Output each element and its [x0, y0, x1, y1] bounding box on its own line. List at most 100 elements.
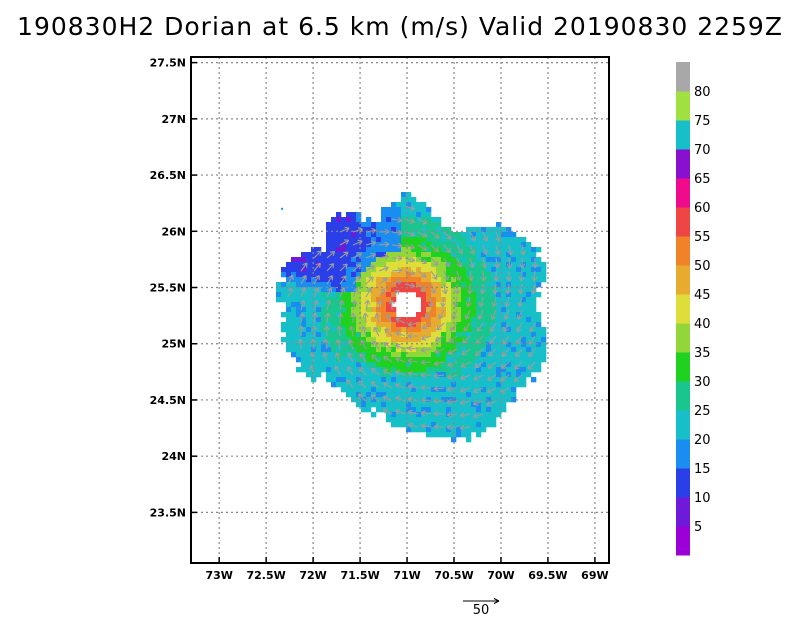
field-cell: [486, 307, 492, 313]
field-cell: [306, 322, 312, 328]
field-cell: [401, 317, 407, 323]
field-cell: [426, 282, 432, 288]
colorbar-label: 15: [694, 462, 711, 477]
field-cell: [451, 307, 457, 313]
field-cell: [446, 342, 452, 348]
field-cell: [426, 262, 432, 268]
field-cell: [291, 332, 297, 338]
field-cell: [531, 312, 537, 318]
field-cell: [521, 262, 527, 268]
field-cell: [291, 282, 297, 288]
field-cell: [501, 317, 507, 323]
field-cell: [306, 267, 312, 273]
field-cell: [451, 317, 457, 323]
wind-vector: [395, 383, 406, 389]
field-cell: [461, 232, 467, 238]
field-cell: [396, 207, 402, 213]
wind-vector: [391, 217, 403, 223]
field-cell: [511, 257, 517, 263]
field-cell: [386, 317, 392, 323]
field-cell: [286, 307, 292, 313]
field-cell: [526, 292, 532, 298]
field-cell: [421, 302, 427, 308]
field-cell: [356, 232, 362, 238]
field-cell: [361, 267, 367, 273]
field-cell: [366, 222, 372, 228]
field-cell: [461, 262, 467, 268]
field-cell: [521, 277, 527, 283]
field-cell: [361, 367, 367, 373]
field-cell: [481, 412, 487, 418]
field-cell: [401, 262, 407, 268]
wind-vector: [430, 270, 438, 280]
field-cell: [381, 297, 387, 303]
field-cell: [511, 372, 517, 378]
field-cell: [501, 237, 507, 243]
wind-vector: [422, 322, 432, 329]
field-cell: [501, 397, 507, 403]
field-cell: [391, 212, 397, 218]
field-cell: [411, 317, 417, 323]
wind-vector: [407, 409, 419, 416]
field-cell: [426, 242, 432, 248]
field-cell: [386, 337, 392, 343]
field-cell: [431, 292, 437, 298]
field-cell: [376, 362, 382, 368]
field-cell: [426, 432, 432, 438]
field-cell: [511, 262, 517, 268]
field-cell: [506, 352, 512, 358]
field-cell: [501, 232, 507, 238]
field-cell: [491, 362, 497, 368]
field-cell: [526, 272, 532, 278]
field-cell: [361, 387, 367, 393]
field-cell: [291, 302, 297, 308]
field-cell: [491, 342, 497, 348]
field-cell: [351, 277, 357, 283]
field-cell: [386, 352, 392, 358]
field-cell: [471, 287, 477, 293]
field-cell: [446, 257, 452, 263]
field-cell: [446, 307, 452, 313]
field-cell: [411, 237, 417, 243]
field-cell: [501, 392, 507, 398]
field-cell: [346, 377, 352, 383]
field-cell: [501, 247, 507, 253]
field-cell: [291, 342, 297, 348]
field-cell: [391, 342, 397, 348]
field-cell: [441, 312, 447, 318]
field-cell: [516, 347, 522, 353]
field-cell: [471, 357, 477, 363]
field-cell: [536, 272, 542, 278]
field-cell: [371, 282, 377, 288]
field-cell: [466, 357, 472, 363]
field-cell: [411, 272, 417, 278]
field-cell: [476, 242, 482, 248]
colorbar-label: 55: [694, 230, 711, 245]
field-cell: [436, 412, 442, 418]
field-cell: [331, 237, 337, 243]
field-cell: [441, 327, 447, 333]
field-cell: [501, 292, 507, 298]
field-cell: [431, 352, 437, 358]
field-cell: [316, 247, 322, 253]
field-cell: [541, 352, 547, 358]
field-cell: [291, 257, 297, 263]
field-cell: [536, 282, 542, 288]
field-cell: [351, 307, 357, 313]
wind-vector: [352, 239, 363, 246]
field-cell: [346, 297, 352, 303]
field-cell: [476, 237, 482, 243]
field-cell: [376, 237, 382, 243]
field-cell: [321, 292, 327, 298]
field-cell: [386, 252, 392, 258]
field-cell: [391, 337, 397, 343]
field-cell: [496, 282, 502, 288]
field-cell: [301, 317, 307, 323]
field-cell: [521, 297, 527, 303]
field-cell: [521, 317, 527, 323]
field-cell: [531, 342, 537, 348]
field-cell: [486, 257, 492, 263]
field-cell: [286, 332, 292, 338]
field-cell: [441, 267, 447, 273]
